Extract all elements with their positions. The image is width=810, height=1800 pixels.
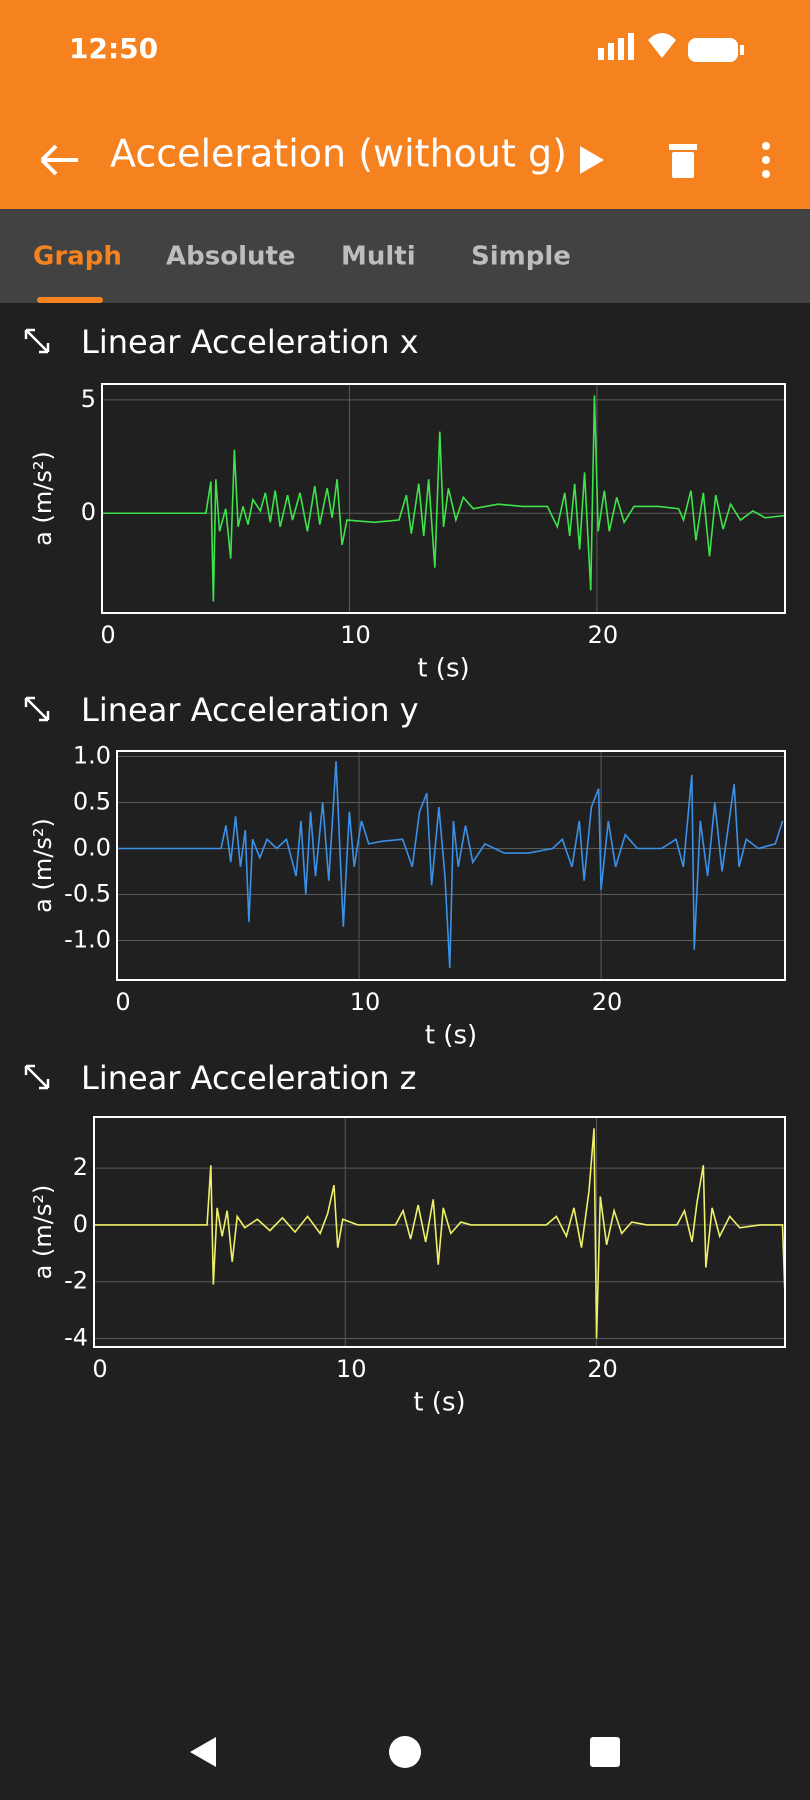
tab-indicator xyxy=(37,297,103,303)
tab[interactable]: Absolute xyxy=(166,242,296,272)
x-tick-label: 10 xyxy=(350,988,381,1016)
battery-icon xyxy=(688,38,738,62)
y-axis-label: a (m/s²) xyxy=(29,1185,57,1280)
tab[interactable]: Simple xyxy=(471,242,571,272)
x-tick-label: 20 xyxy=(587,1355,618,1383)
y-tick-label: 0 xyxy=(73,1210,88,1238)
x-axis-label: t (s) xyxy=(413,1388,465,1418)
status-time: 12:50 xyxy=(69,32,158,65)
x-tick-label: 0 xyxy=(115,988,130,1016)
data-line xyxy=(102,395,785,602)
nav-recents[interactable] xyxy=(590,1737,620,1767)
signal-bar xyxy=(598,48,604,60)
trash-body xyxy=(672,152,694,178)
signal-bar xyxy=(628,33,634,60)
plot-frame xyxy=(101,383,786,614)
expand-icon[interactable] xyxy=(24,328,50,354)
x-tick-label: 0 xyxy=(92,1355,107,1383)
y-tick-label: -1.0 xyxy=(64,925,111,953)
y-tick-label: 0 xyxy=(81,498,96,526)
y-tick-label: 5 xyxy=(81,385,96,413)
chart-title: Linear Acceleration z xyxy=(81,1059,416,1097)
chart-title: Linear Acceleration y xyxy=(81,691,419,729)
delete-button[interactable] xyxy=(669,144,697,178)
x-axis-label: t (s) xyxy=(425,1021,477,1051)
expand-icon[interactable] xyxy=(24,1064,50,1090)
signal-bar xyxy=(618,38,624,60)
data-line xyxy=(94,1128,785,1339)
chart-title: Linear Acceleration x xyxy=(81,323,419,361)
nav-back[interactable] xyxy=(190,1737,216,1767)
tab[interactable]: Multi xyxy=(341,242,416,272)
app-title: Acceleration (without g) xyxy=(110,132,567,176)
y-tick-label: 0.0 xyxy=(73,833,111,861)
x-tick-label: 20 xyxy=(592,988,623,1016)
dot xyxy=(762,170,770,178)
y-tick-label: -4 xyxy=(64,1323,88,1351)
wifi-icon xyxy=(648,33,676,58)
y-tick-label: 1.0 xyxy=(73,742,111,770)
y-axis-label: a (m/s²) xyxy=(29,451,57,546)
y-tick-label: -2 xyxy=(64,1267,88,1295)
play-button[interactable] xyxy=(580,146,604,174)
plot-frame xyxy=(93,1116,786,1348)
x-tick-label: 10 xyxy=(336,1355,367,1383)
dot xyxy=(762,156,770,164)
x-tick-label: 10 xyxy=(340,621,371,649)
y-axis-label: a (m/s²) xyxy=(29,818,57,913)
x-tick-label: 0 xyxy=(100,621,115,649)
expand-icon[interactable] xyxy=(24,696,50,722)
tab-bar xyxy=(0,209,810,303)
back-button[interactable] xyxy=(40,144,78,176)
x-axis-label: t (s) xyxy=(417,654,469,684)
dot xyxy=(762,142,770,150)
battery-tip xyxy=(740,45,744,55)
status-icons xyxy=(598,33,744,62)
signal-bar xyxy=(608,43,614,60)
trash-lid xyxy=(669,144,697,150)
data-line xyxy=(117,761,784,969)
y-tick-label: 0.5 xyxy=(73,788,111,816)
nav-home[interactable] xyxy=(389,1736,421,1768)
menu-button[interactable] xyxy=(762,142,770,178)
y-tick-label: 2 xyxy=(73,1153,88,1181)
tab[interactable]: Graph xyxy=(33,242,122,272)
y-tick-label: -0.5 xyxy=(64,879,111,907)
x-tick-label: 20 xyxy=(588,621,619,649)
plot-frame xyxy=(116,750,786,981)
